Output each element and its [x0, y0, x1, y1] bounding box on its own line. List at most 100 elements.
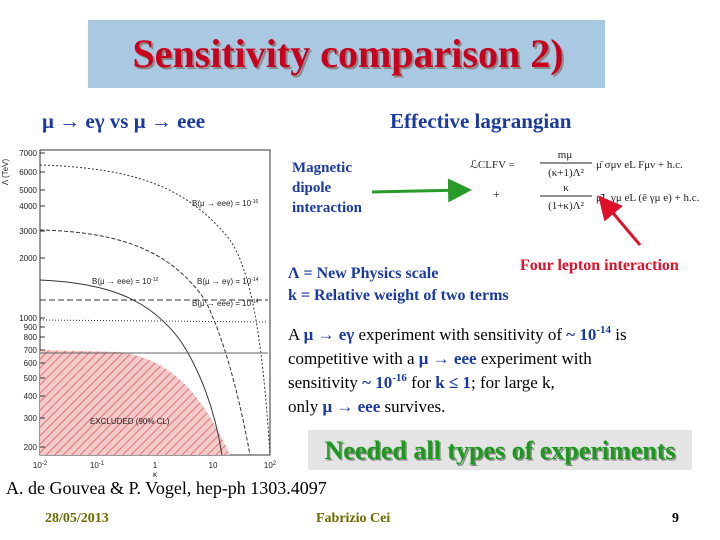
x-tick-label: 10	[209, 461, 218, 470]
paragraph-piece: -14	[596, 324, 611, 336]
definition: k = Relative weight of two terms	[288, 287, 509, 304]
conclusion-shadow: Needed all types of experiments	[326, 438, 677, 467]
curve-label: B(μ → eγ) = 10-14	[197, 277, 259, 286]
excluded-region	[40, 350, 230, 455]
y-tick-label: 500	[24, 374, 38, 383]
label-base: B(μ → eγ) = 10	[197, 277, 252, 286]
paragraph-line: only μ → eee survives.	[288, 397, 445, 416]
y-tick-label: 5000	[19, 186, 37, 195]
paragraph-piece: competitive with a	[288, 349, 419, 368]
label-base: B(μ → eee) = 10	[192, 199, 252, 208]
y-tick-label: 800	[24, 333, 38, 342]
formula-plus: +	[493, 187, 500, 201]
footer-page: 9	[672, 511, 679, 526]
curve-label: B(μ → eee) = 10-14	[192, 299, 259, 308]
footer-author: Fabrizio Cei	[316, 511, 390, 526]
conclusion-box	[308, 430, 692, 470]
y-tick-label: 700	[24, 346, 38, 355]
title-shadow: Sensitivity comparison 2)	[134, 33, 565, 78]
x-tick-label: 102	[264, 461, 277, 470]
curve	[39, 164, 271, 456]
reference: A. de Gouvea & P. Vogel, hep-ph 1303.409…	[6, 478, 327, 498]
formula-num: κ	[563, 182, 569, 194]
formula-den: (1+κ)Λ²	[548, 200, 585, 212]
formula-op: μ̄L γμ eL (ē γμ e) + h.c.	[596, 192, 700, 204]
curve-label: B(μ → eee) = 10-16	[192, 199, 259, 208]
x-tick-label: 10-1	[90, 461, 105, 470]
paragraph-piece: experiment with sensitivity of	[354, 325, 566, 344]
excluded-label: EXCLUDED (90% CL)	[90, 417, 170, 426]
y-tick-label: 2000	[19, 254, 37, 263]
y-tick-label: 300	[24, 414, 38, 423]
label-exp: -14	[251, 277, 258, 283]
formula-num: mμ	[558, 149, 573, 161]
paragraph-piece: for	[407, 373, 435, 392]
curve	[39, 279, 223, 456]
tick-exp: -1	[99, 461, 105, 467]
y-axis-label: Λ (TeV)	[1, 159, 10, 186]
paragraph-piece: -16	[392, 372, 407, 384]
dipole-label: dipole	[292, 180, 332, 196]
paragraph-line: A μ → eγ experiment with sensitivity of …	[288, 324, 627, 344]
formula: ℒCLFV = mμ (κ+1)Λ² μ̄ σμν eL Fμν + h.c. …	[470, 149, 700, 212]
tick-base: 10	[90, 461, 99, 470]
paragraph-piece: survives.	[380, 397, 445, 416]
paragraph-piece: only	[288, 397, 322, 416]
plot: Λ (TeV) κ EXCLUDED (90% CL) 7000 6000 5000…	[1, 149, 277, 479]
tick-base: 10	[209, 461, 218, 470]
curve-label: B(μ → eee) = 10-12	[92, 277, 159, 286]
left-heading: μ → eγ vs μ → eee	[42, 109, 205, 133]
y-tick-label: 6000	[19, 168, 37, 177]
dipole-label: Magnetic	[292, 160, 352, 176]
label-exp: -14	[251, 299, 258, 305]
label-base: B(μ → eee) = 10	[192, 299, 252, 308]
footer-date: 28/05/2013	[45, 511, 109, 526]
y-tick-label: 3000	[19, 227, 37, 236]
formula-op: μ̄ σμν eL Fμν + h.c.	[596, 159, 683, 171]
x-tick-label: 1	[153, 461, 158, 470]
y-tick-label: 200	[24, 443, 38, 452]
arrow	[598, 195, 642, 246]
y-tick-label: 900	[24, 323, 38, 332]
tick-exp: 2	[273, 461, 277, 467]
paragraph-line: sensitivity ~ 10-16 for k ≤ 1; for large…	[288, 372, 555, 392]
dipole-label: interaction	[292, 200, 363, 216]
tick-exp: -2	[42, 461, 48, 467]
paragraph-piece: ~ 10	[362, 373, 392, 392]
formula-lhs: ℒCLFV =	[470, 159, 515, 171]
definition: Λ = New Physics scale	[288, 265, 438, 282]
y-tick-label: 4000	[19, 202, 37, 211]
tick-base: 10	[264, 461, 273, 470]
paragraph-line: competitive with a μ → eee experiment wi…	[288, 349, 592, 368]
label-exp: -12	[151, 277, 158, 283]
y-tick-label: 1000	[19, 314, 37, 323]
paragraph-piece: experiment with	[477, 349, 593, 368]
right-heading: Effective lagrangian	[390, 109, 572, 133]
paragraph-piece: μ → eee	[419, 349, 477, 368]
paragraph-piece: μ → eee	[322, 397, 380, 416]
title-box	[88, 20, 605, 88]
x-tick-label: 10-2	[33, 461, 48, 470]
tick-base: 10	[33, 461, 42, 470]
title: Sensitivity comparison 2)	[132, 31, 563, 76]
paragraph-piece: A	[288, 325, 304, 344]
four-lepton-label: Four lepton interaction	[520, 257, 679, 274]
y-tick-label: 400	[24, 392, 38, 401]
y-tick-label: 600	[24, 359, 38, 368]
y-tick-label: 7000	[19, 149, 37, 158]
label-base: B(μ → eee) = 10	[92, 277, 152, 286]
tick-base: 1	[153, 461, 158, 470]
paragraph-piece: ~ 10	[566, 325, 596, 344]
paragraph-piece: sensitivity	[288, 373, 362, 392]
x-axis-label: κ	[153, 470, 158, 479]
curve	[39, 319, 269, 323]
conclusion: Needed all types of experiments	[325, 436, 676, 465]
paragraph-piece: μ → eγ	[304, 325, 355, 344]
paragraph-piece: is	[611, 325, 627, 344]
label-exp: -16	[251, 199, 258, 205]
arrow	[371, 178, 472, 203]
paragraph-piece: k ≤ 1	[435, 373, 471, 392]
formula-den: (κ+1)Λ²	[548, 167, 585, 179]
